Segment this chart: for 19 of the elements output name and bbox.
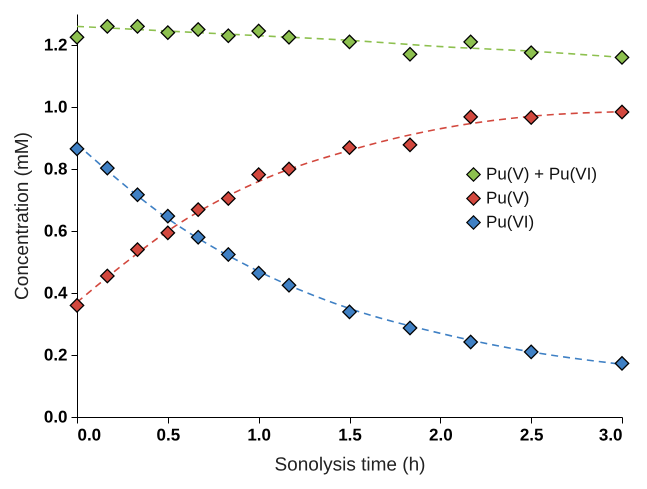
x-tick-label: 2.5	[520, 426, 544, 444]
y-tick-label: 1.2	[44, 36, 68, 54]
y-tick-label: 1.0	[44, 98, 68, 116]
x-tick-label: 1.5	[338, 426, 362, 444]
legend-label: Pu(VI)	[486, 212, 534, 232]
y-tick-label: 0.8	[44, 160, 68, 178]
x-tick-label: 0.5	[156, 426, 180, 444]
legend-label: Pu(V) + Pu(VI)	[486, 164, 598, 184]
legend-label: Pu(V)	[486, 188, 530, 208]
x-tick-label: 2.0	[429, 426, 453, 444]
x-tick-label: 1.0	[247, 426, 271, 444]
x-tick-label: 0.0	[78, 426, 102, 444]
y-tick-label: 0.0	[44, 408, 68, 426]
x-axis-title: Sonolysis time (h)	[274, 454, 426, 476]
y-tick-label: 0.4	[44, 284, 68, 302]
x-tick-label: 3.0	[598, 426, 622, 444]
y-tick-label: 0.2	[44, 346, 68, 364]
y-axis-title: Concentration (mM)	[12, 132, 33, 300]
y-tick-label: 0.6	[44, 222, 68, 240]
